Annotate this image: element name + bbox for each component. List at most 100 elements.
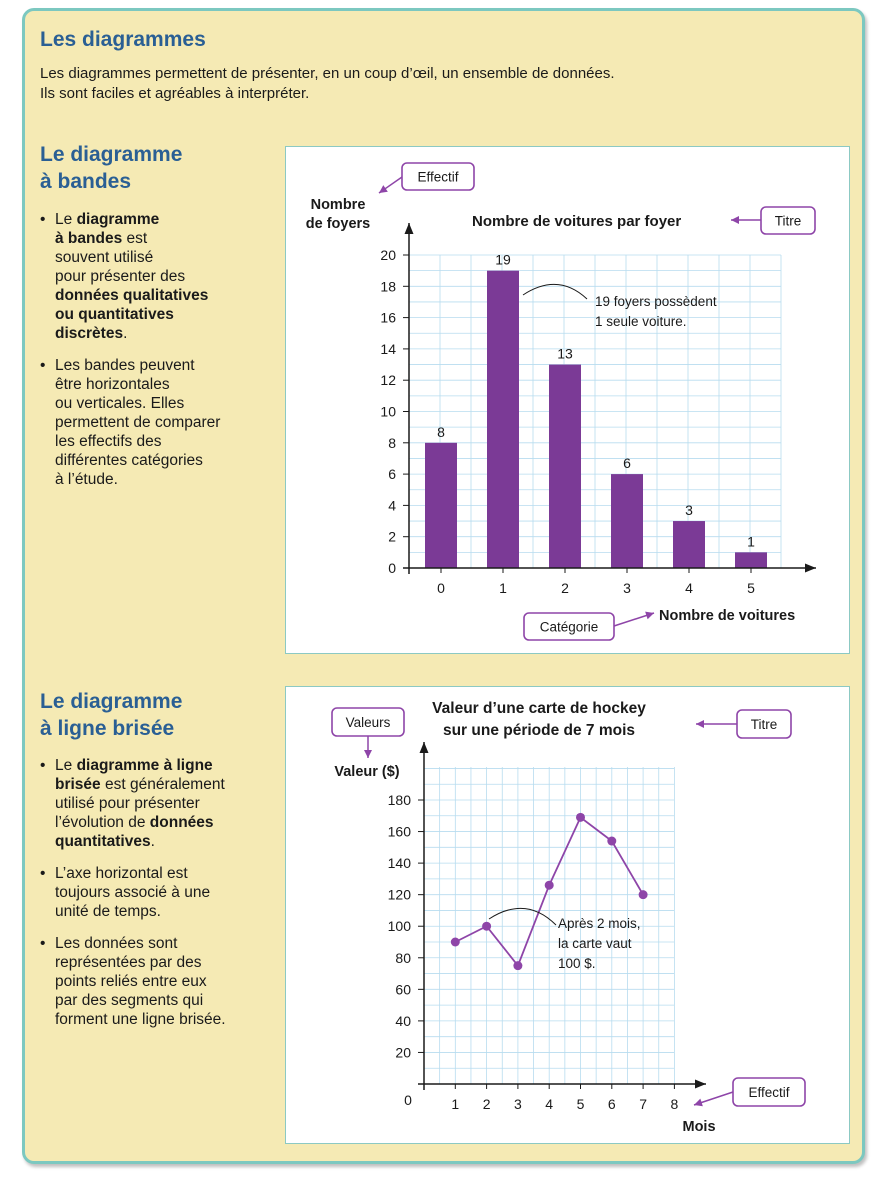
text: Le xyxy=(55,211,77,228)
text: est xyxy=(122,230,148,247)
data-point-month-3 xyxy=(513,961,523,971)
x-tick-label: 2 xyxy=(561,580,569,596)
effectif-callout-label: Effectif xyxy=(748,1085,789,1100)
bar-data-label: 13 xyxy=(557,346,573,362)
bar-1 xyxy=(487,270,519,568)
effectif-callout-label: Effectif xyxy=(417,170,458,185)
data-point-month-1 xyxy=(450,937,460,947)
effectif-callout xyxy=(401,162,475,191)
text: . xyxy=(123,325,128,342)
bullet-line: permettent de comparer xyxy=(55,413,220,432)
text: toujours associé à une xyxy=(55,884,211,901)
bold-text: discrètes xyxy=(55,325,124,342)
origin-label: 0 xyxy=(404,1092,412,1108)
y-tick-label: 180 xyxy=(388,792,412,808)
page-title: Les diagrammes xyxy=(40,28,206,51)
text: . xyxy=(150,833,155,850)
bold-text: données xyxy=(149,814,214,831)
chart-title: Nombre de voitures par foyer xyxy=(472,213,681,230)
line-heading-line-1: Le diagramme xyxy=(40,690,183,713)
titre-callout-arrow-head xyxy=(696,720,704,728)
bar-4 xyxy=(673,521,705,568)
y-axis-label: Nombre xyxy=(311,197,366,213)
bold-text: quantitatives xyxy=(55,833,151,850)
intro-line-1: Les diagrammes permettent de présenter, … xyxy=(40,65,615,82)
text: ou verticales. Elles xyxy=(55,395,185,412)
categorie-callout xyxy=(523,612,615,641)
x-axis-label: Nombre de voitures xyxy=(659,608,795,624)
bold-text: ou quantitatives xyxy=(55,306,174,323)
x-tick-label: 1 xyxy=(451,1096,459,1112)
bar-data-label: 19 xyxy=(495,252,511,268)
x-tick-label: 3 xyxy=(623,580,631,596)
y-tick-label: 6 xyxy=(388,466,396,482)
bullet-line: souvent utilisé xyxy=(55,248,220,267)
bullet-line: données qualitatives xyxy=(55,286,220,305)
effectif-callout-arrow-head xyxy=(379,185,388,193)
line-chart-box: 20 40 60 80 100 120 140 160 180 1 2 3 4 5 6 7 8 0 Valeur d… xyxy=(285,686,850,1144)
bullet-line: brisée est généralement xyxy=(55,775,226,794)
bar-0 xyxy=(425,442,457,568)
categorie-callout-label: Catégorie xyxy=(540,620,599,635)
y-tick-label: 140 xyxy=(388,855,412,871)
y-axis-label: Valeur ($) xyxy=(334,764,399,780)
x-tick-label: 5 xyxy=(577,1096,585,1112)
text: différentes catégories xyxy=(55,452,203,469)
bold-text: brisée xyxy=(55,776,101,793)
effectif-callout-arrow-head xyxy=(694,1098,703,1107)
x-tick-label: 0 xyxy=(437,580,445,596)
bullet-line: à bandes est xyxy=(55,229,220,248)
y-tick-label: 20 xyxy=(395,1044,411,1060)
titre-callout-label: Titre xyxy=(775,214,802,229)
x-tick-label: 1 xyxy=(499,580,507,596)
x-tick-label: 6 xyxy=(608,1096,616,1112)
x-tick-label: 4 xyxy=(685,580,693,596)
bar-5 xyxy=(735,552,767,568)
intro-text: Les diagrammes permettent de présenter, … xyxy=(40,64,820,104)
y-tick-label: 2 xyxy=(388,529,396,545)
bold-text: à bandes xyxy=(55,230,123,247)
data-point-month-5 xyxy=(576,812,585,822)
bullet-line: L’axe horizontal est xyxy=(55,864,226,883)
bar-data-label: 6 xyxy=(623,455,631,471)
text: L’axe horizontal est xyxy=(55,865,188,882)
text: utilisé pour présenter xyxy=(55,795,200,812)
bullet-line: Les données sont xyxy=(55,934,226,953)
y-tick-label: 40 xyxy=(395,1013,411,1029)
bar-data-label: 1 xyxy=(747,533,755,549)
data-point-month-4 xyxy=(544,880,554,890)
text: par des segments qui xyxy=(55,992,204,1009)
annotation-text: Après 2 mois, xyxy=(558,916,641,931)
data-point-month-7 xyxy=(638,890,648,900)
bullet-line: les effectifs des xyxy=(55,432,220,451)
bullet-line: Le diagramme à ligne xyxy=(55,756,226,775)
bullet-line: ou verticales. Elles xyxy=(55,394,220,413)
y-tick-label: 4 xyxy=(388,497,396,513)
y-axis-head xyxy=(404,223,414,234)
text: forment une ligne brisée. xyxy=(55,1011,226,1028)
bar-section-heading: Le diagramme à bandes xyxy=(40,141,182,195)
bullet-line: utilisé pour présenter xyxy=(55,794,226,813)
bar-heading-line-1: Le diagramme xyxy=(40,143,183,166)
intro-line-2: Ils sont faciles et agréables à interpré… xyxy=(40,85,310,102)
y-tick-label: 100 xyxy=(388,918,412,934)
bold-text: données qualitatives xyxy=(55,287,209,304)
y-tick-label: 14 xyxy=(380,341,396,357)
titre-callout-label: Titre xyxy=(751,717,778,732)
x-axis-head xyxy=(805,563,816,573)
annotation-leader xyxy=(488,907,557,926)
annotation-text: la carte vaut xyxy=(558,936,632,951)
y-tick-label: 0 xyxy=(388,560,396,576)
bar-chart-box: 8 19 13 6 3 1 0 2 4 6 8 10 12 14 16 18 20 0 1 2 3 4 5 Nombre de… xyxy=(285,146,850,654)
x-tick-label: 5 xyxy=(747,580,755,596)
x-tick-label: 7 xyxy=(639,1096,647,1112)
text: être horizontales xyxy=(55,376,170,393)
bullet-line: l’évolution de données xyxy=(55,813,226,832)
text: souvent utilisé xyxy=(55,249,154,266)
valeurs-callout-label: Valeurs xyxy=(346,715,391,730)
x-tick-label: 2 xyxy=(483,1096,491,1112)
bar-heading-line-2: à bandes xyxy=(40,170,132,193)
y-tick-label: 18 xyxy=(380,278,396,294)
